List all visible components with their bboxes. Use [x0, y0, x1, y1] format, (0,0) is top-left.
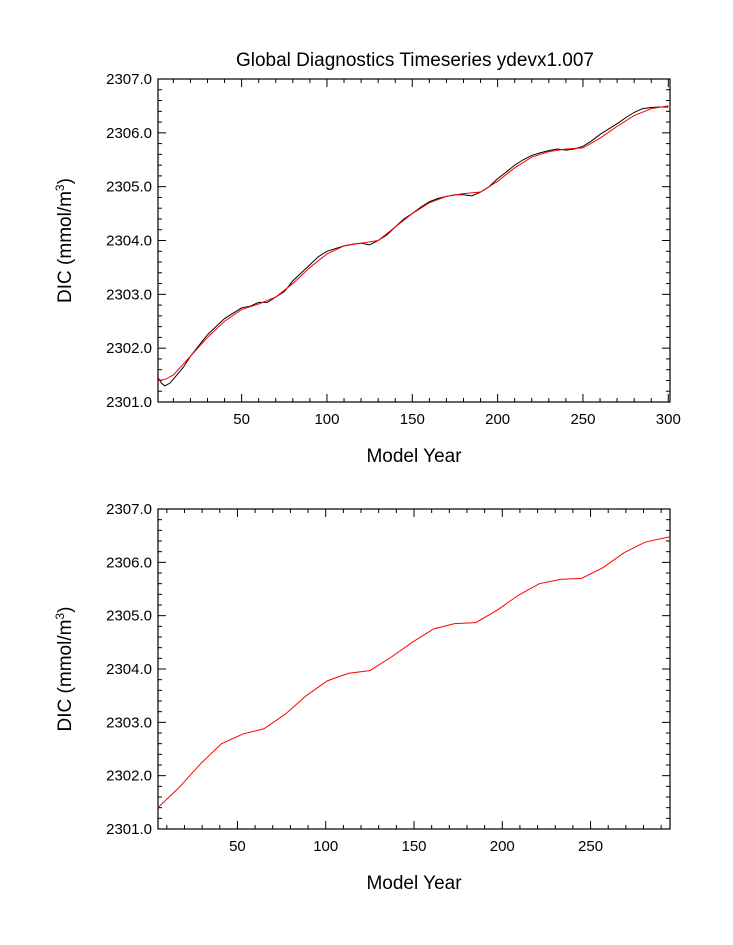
x-axis-label: Model Year [366, 873, 462, 894]
y-tick-label: 2303.0 [106, 714, 152, 731]
series-red-line [157, 105, 669, 381]
y-axis-label-main: DIC (mmol/m [55, 191, 76, 303]
y-tick-label: 2301.0 [106, 394, 152, 411]
y-axis-label-superscript: 3 [53, 613, 67, 620]
x-tick-label: 50 [229, 838, 246, 855]
x-tick-label: 250 [570, 411, 595, 428]
top-plot: 2301.0 2302.0 2303.0 2304.0 2305.0 2306.0 2307… [53, 71, 681, 467]
x-tick-label: 250 [578, 838, 603, 855]
y-tick-label: 2304.0 [106, 233, 152, 250]
y-axis-label-close: ) [55, 607, 76, 613]
x-tick-label: 150 [400, 411, 425, 428]
x-tick-label: 150 [401, 838, 426, 855]
plot-frame [157, 78, 671, 403]
plot-frame [157, 508, 671, 830]
y-tick-label: 2307.0 [106, 501, 152, 518]
x-tick-label: 100 [313, 838, 338, 855]
y-tick-label: 2306.0 [106, 125, 152, 142]
bottom-plot: 2301.0 2302.0 2303.0 2304.0 2305.0 2306.0 2307… [53, 501, 671, 894]
y-tick-label: 2302.0 [106, 340, 152, 357]
y-tick-label: 2306.0 [106, 554, 152, 571]
y-tick-label: 2303.0 [106, 286, 152, 303]
x-tick-label: 200 [490, 838, 515, 855]
y-tick-label: 2307.0 [106, 71, 152, 88]
y-tick-label: 2305.0 [106, 608, 152, 625]
y-axis-label: DIC (mmol/m3) [53, 607, 76, 732]
y-tick-label: 2302.0 [106, 768, 152, 785]
x-tick-label: 200 [485, 411, 510, 428]
y-axis-label-superscript: 3 [53, 184, 67, 191]
x-tick-label: 100 [314, 411, 339, 428]
y-tick-label: 2305.0 [106, 179, 152, 196]
y-axis-label-main: DIC (mmol/m [55, 620, 76, 732]
y-axis-label-close: ) [55, 178, 76, 184]
chart-title: Global Diagnostics Timeseries ydevx1.007 [236, 50, 594, 71]
y-axis-label: DIC (mmol/m3) [53, 178, 76, 303]
x-axis-label: Model Year [366, 446, 462, 467]
series-red-line [157, 536, 671, 809]
series-black-line [157, 106, 669, 387]
y-tick-label: 2301.0 [106, 821, 152, 838]
x-tick-label: 300 [656, 411, 681, 428]
y-tick-label: 2304.0 [106, 661, 152, 678]
x-tick-label: 50 [233, 411, 250, 428]
